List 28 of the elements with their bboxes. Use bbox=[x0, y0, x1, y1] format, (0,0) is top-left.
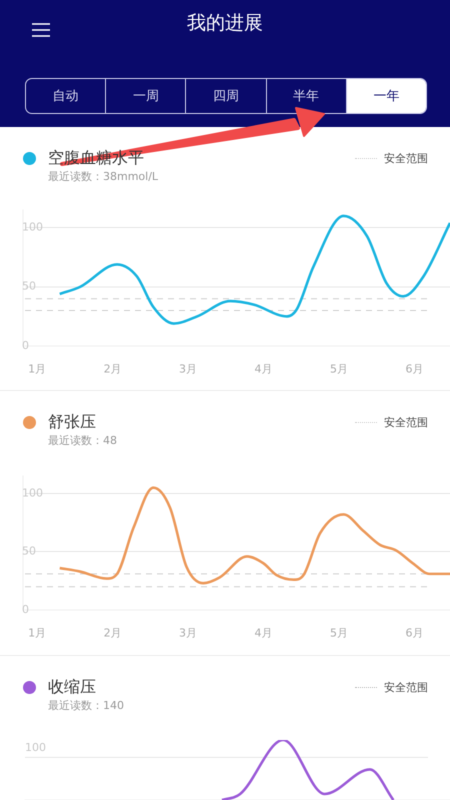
text: 一年 bbox=[346, 79, 426, 113]
x-tick-label: 6月 bbox=[406, 362, 424, 376]
x-tick-label: 2月 bbox=[104, 362, 122, 376]
chart-title: 收缩压 bbox=[48, 677, 96, 698]
text: 四周 bbox=[185, 79, 266, 113]
x-tick-label: 5月 bbox=[330, 626, 348, 640]
text: 半年 bbox=[266, 79, 346, 113]
x-tick-label: 3月 bbox=[179, 362, 198, 376]
text: 自动 bbox=[52, 88, 80, 106]
x-tick-label: 4月 bbox=[254, 362, 273, 376]
text: 一周 bbox=[105, 79, 186, 113]
x-tick-label: 1月 bbox=[28, 626, 46, 640]
x-tick-label: 2月 bbox=[104, 626, 122, 640]
legend-label: 安全范围 bbox=[384, 151, 428, 166]
chart-title: 舒张压 bbox=[48, 412, 96, 433]
line-series bbox=[58, 214, 450, 325]
x-tick-label: 1月 bbox=[28, 362, 46, 376]
chart-subtitle: 最近读数：38mmol/L bbox=[48, 169, 158, 184]
x-tick-label: 6月 bbox=[406, 626, 424, 640]
x-tick-label: 5月 bbox=[330, 362, 348, 376]
text: 安全范围 bbox=[384, 680, 428, 695]
line-series bbox=[58, 486, 450, 584]
legend-label: 安全范围 bbox=[384, 415, 428, 430]
x-tick-label: 3月 bbox=[179, 626, 198, 640]
text: 我的进展 bbox=[186, 11, 264, 36]
chart-subtitle: 最近读数：140 bbox=[48, 698, 124, 713]
chart-subtitle: 最近读数：48 bbox=[48, 433, 117, 448]
x-tick-label: 4月 bbox=[254, 626, 273, 640]
